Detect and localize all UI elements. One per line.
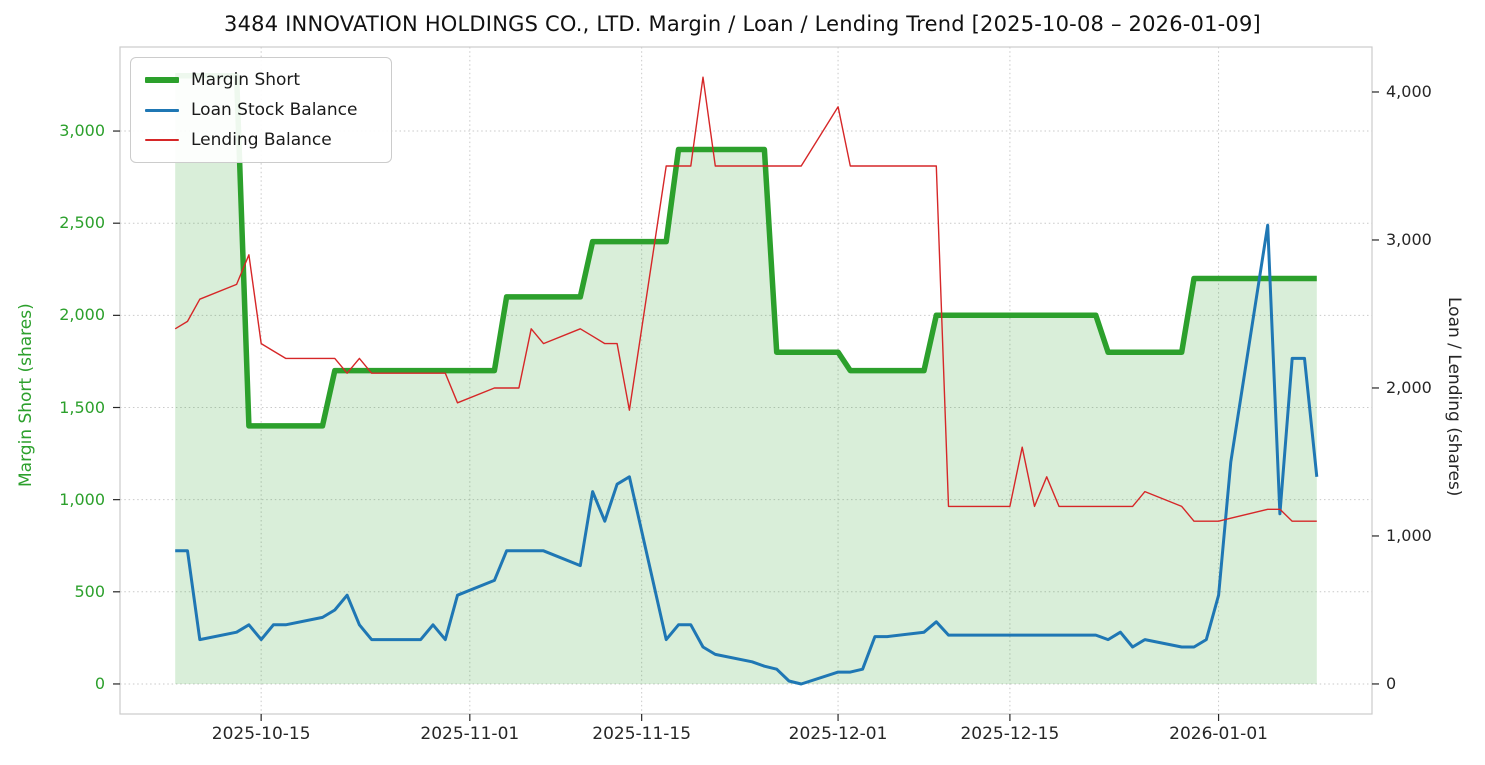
y-tick-label-left: 2,500 bbox=[59, 213, 105, 233]
margin-short-area bbox=[175, 75, 1317, 685]
y-tick-label-right: 1,000 bbox=[1386, 525, 1432, 545]
y-tick-label-right: 4,000 bbox=[1386, 81, 1432, 101]
chart-title: 3484 INNOVATION HOLDINGS CO., LTD. Margi… bbox=[224, 12, 1261, 36]
x-tick-label: 2025-11-01 bbox=[420, 724, 520, 744]
legend-item-lending-balance: Lending Balance bbox=[145, 130, 357, 150]
loan-stock-balance-line bbox=[175, 223, 1319, 686]
y-tick-label-left: 2,000 bbox=[59, 305, 105, 325]
legend-line-sample-margin-short bbox=[145, 77, 179, 83]
legend-line-sample-lending-balance bbox=[145, 139, 179, 141]
x-tick-label: 2025-11-15 bbox=[592, 724, 692, 744]
margin-short-line bbox=[175, 73, 1317, 429]
y-tick-label-left: 1,000 bbox=[59, 489, 105, 509]
legend-label-loan-stock-balance: Loan Stock Balance bbox=[191, 100, 358, 120]
lending-balance-line bbox=[174, 76, 1317, 522]
legend-item-loan-stock-balance: Loan Stock Balance bbox=[145, 100, 357, 120]
plot-border bbox=[119, 46, 1373, 715]
legend-item-margin-short: Margin Short bbox=[145, 70, 357, 90]
legend: Margin Short Loan Stock Balance Lending … bbox=[130, 57, 393, 163]
y-tick-label-right: 2,000 bbox=[1386, 377, 1432, 397]
x-tick-label: 2025-12-15 bbox=[960, 724, 1060, 744]
y-tick-label-right: 0 bbox=[1386, 673, 1397, 693]
x-tick-label: 2025-12-01 bbox=[788, 724, 888, 744]
y-tick-label-left: 3,000 bbox=[59, 121, 105, 141]
y-tick-label-right: 3,000 bbox=[1386, 229, 1432, 249]
legend-line-sample-loan-stock-balance bbox=[145, 108, 179, 112]
x-tick-label: 2026-01-01 bbox=[1169, 724, 1268, 744]
legend-label-margin-short: Margin Short bbox=[191, 70, 301, 90]
x-tick-label: 2025-10-15 bbox=[211, 724, 311, 744]
y-tick-label-left: 1,500 bbox=[59, 397, 105, 417]
left-axis-label: Margin Short (shares) bbox=[16, 303, 36, 487]
y-tick-label-left: 500 bbox=[74, 581, 105, 601]
y-tick-label-left: 0 bbox=[94, 673, 105, 693]
legend-label-lending-balance: Lending Balance bbox=[191, 130, 332, 150]
